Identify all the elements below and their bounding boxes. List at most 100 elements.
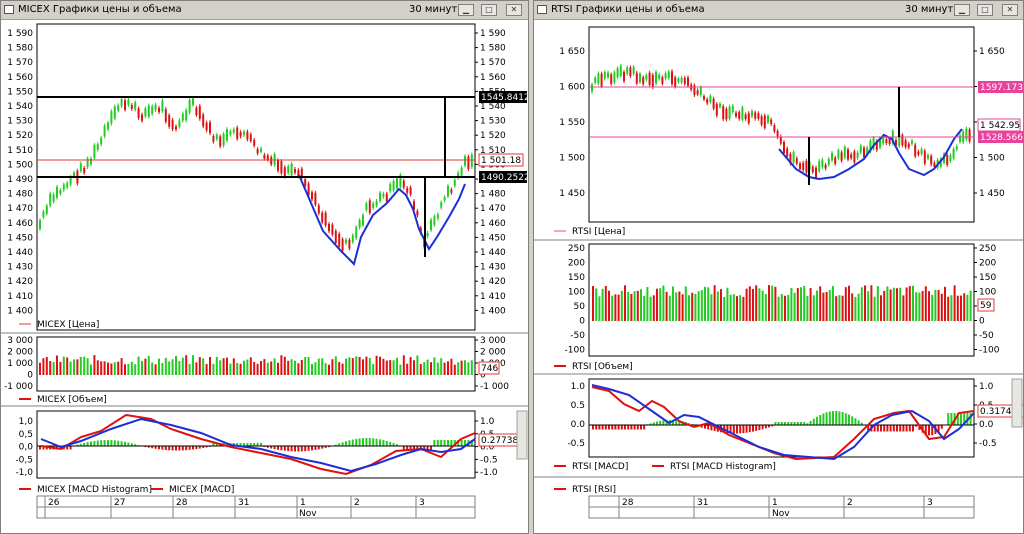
y-tick-label-right: 0.0 (480, 443, 495, 453)
price-candle (802, 162, 805, 171)
minimize-icon[interactable]: ▁ (458, 4, 474, 16)
volume-bar (76, 359, 79, 375)
maximize-icon[interactable]: □ (481, 4, 497, 16)
macd-histogram-bar (294, 446, 296, 452)
rtsi-interval: 30 минут (905, 4, 954, 15)
volume-bar (433, 357, 436, 375)
volume-bar (892, 287, 895, 321)
macd-histogram-bar (246, 443, 249, 447)
price-candle (738, 112, 741, 119)
price-candle (603, 72, 606, 79)
rtsi-title-bar[interactable]: RTSI Графики цены и объема 30 минут ▁ □ … (534, 1, 1023, 20)
macd-histogram-bar (171, 446, 174, 451)
volume-bar (697, 291, 700, 321)
macd-histogram-bar (110, 440, 113, 447)
y-tick-label: 1 440 (7, 248, 33, 258)
price-candle (154, 104, 157, 111)
price-candle (869, 140, 872, 152)
volume-bar (423, 362, 426, 375)
price-candle (406, 188, 409, 193)
close-icon[interactable]: ✕ (506, 4, 522, 16)
micex-chart-window[interactable]: MICEX Графики цены и объема 30 минут ▁ □… (0, 0, 529, 534)
price-candle (866, 147, 869, 155)
y-tick-label-right: 1 520 (480, 131, 506, 141)
y-tick-label-right: 1.0 (480, 417, 495, 427)
macd-histogram-bar (742, 425, 745, 434)
volume-bar (822, 292, 825, 321)
price-candle (805, 160, 808, 173)
macd-histogram-bar (816, 416, 818, 426)
volume-bar (835, 296, 838, 321)
price-candle (920, 149, 923, 154)
macd-histogram-bar (195, 446, 198, 450)
price-candle (674, 77, 677, 87)
macd-histogram-bar (790, 422, 793, 426)
maximize-icon[interactable]: □ (977, 4, 993, 16)
price-candle (597, 73, 600, 84)
price-candle (103, 125, 106, 137)
price-candle (457, 172, 460, 179)
macd-histogram-bar (358, 438, 361, 447)
macd-histogram-bar (732, 425, 735, 434)
y-tick-label: 1 500 (7, 160, 33, 170)
volume-bar (716, 291, 719, 321)
price-candle (287, 166, 290, 173)
macd-histogram-bar (768, 425, 770, 428)
volume-bar (627, 291, 630, 321)
y-tick-label: 1 400 (7, 306, 33, 316)
price-candle (955, 146, 958, 150)
volume-bar (368, 357, 371, 375)
macd-histogram-bar (608, 425, 610, 430)
volume-bar (643, 295, 646, 321)
volume-bar (780, 294, 783, 321)
price-candle (757, 113, 760, 119)
volume-bar (768, 285, 770, 321)
volume-bar (636, 290, 639, 321)
volume-bar (873, 296, 876, 321)
y-tick-label-right: 1 500 (979, 154, 1005, 164)
macd-histogram-bar (151, 446, 154, 449)
price-candle (120, 99, 123, 107)
y-tick-label: 1 550 (7, 87, 33, 97)
y-tick-label: 1 410 (7, 292, 33, 302)
close-icon[interactable]: ✕ (1002, 4, 1018, 16)
micex-title-bar[interactable]: MICEX Графики цены и объема 30 минут ▁ □… (1, 1, 528, 20)
price-candle (875, 141, 878, 150)
volume-bar (851, 293, 854, 321)
price-candle (341, 239, 344, 251)
minimize-icon[interactable]: ▁ (954, 4, 970, 16)
y-tick-label-right: 1 510 (480, 146, 506, 156)
y-tick-label: 2 000 (7, 348, 33, 358)
date-label: 2 (847, 498, 853, 508)
volume-bar (819, 286, 822, 321)
y-tick-label: 250 (568, 244, 585, 254)
price-candle (188, 99, 191, 113)
macd-histogram-bar (931, 425, 934, 436)
price-candle (898, 133, 901, 147)
price-candle (719, 103, 721, 107)
macd-histogram-bar (800, 422, 802, 426)
price-candle (635, 72, 638, 84)
micex-macd-scrollbar[interactable] (516, 410, 528, 460)
price-candle (107, 122, 109, 130)
rtsi-chart-window[interactable]: RTSI Графики цены и объема 30 минут ▁ □ … (533, 0, 1024, 534)
y-tick-label: 1 480 (7, 190, 33, 200)
macd-histogram-bar (704, 425, 706, 429)
micex-macd-panel (36, 410, 476, 479)
volume-bar (611, 295, 614, 321)
macd-histogram-bar (915, 425, 918, 427)
y-tick-label-right: 0 (979, 317, 985, 327)
y-tick-label: 100 (568, 288, 585, 298)
volume-bar (379, 356, 381, 375)
macd-histogram-bar (876, 425, 879, 432)
price-candle (52, 194, 55, 202)
price-candle (283, 167, 286, 177)
macd-histogram-bar (771, 425, 774, 427)
macd-histogram-bar (212, 443, 215, 447)
window-icon (4, 5, 14, 14)
macd-histogram-bar (273, 446, 276, 450)
volume-bar (905, 287, 908, 321)
price-candle (744, 114, 747, 119)
price-candle (402, 180, 405, 188)
rtsi-macd-scrollbar[interactable] (1011, 378, 1023, 428)
